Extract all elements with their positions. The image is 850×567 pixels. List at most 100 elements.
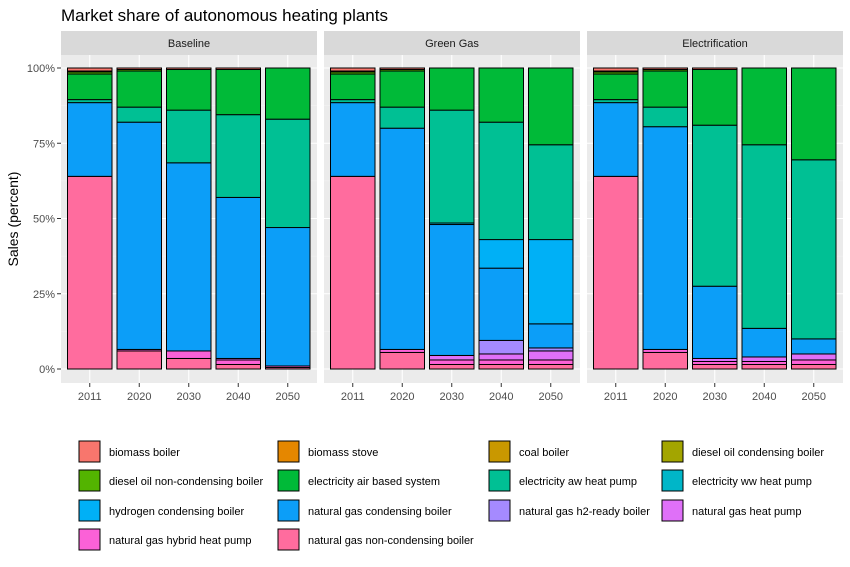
bar-segment-natural-gas-heat-pump (741, 356, 787, 362)
bar-segment-electricity-air-based-system (692, 69, 738, 126)
legend-label: hydrogen condensing boiler (109, 506, 244, 518)
bar-segment-natural-gas-non-condensing-boiler (642, 351, 688, 370)
bar-segment-electricity-aw-heat-pump (642, 106, 688, 128)
x-tick-label: 2020 (390, 391, 414, 403)
legend-label: diesel oil non-condensing boiler (109, 476, 263, 488)
bar-segment-electricity-aw-heat-pump (265, 118, 311, 229)
x-tick-label: 2030 (177, 391, 201, 403)
legend-label: natural gas non-condensing boiler (308, 535, 474, 547)
legend-swatch (277, 469, 300, 492)
bar-electrification-2020 (642, 67, 688, 370)
legend-item-electricity-aw-heat-pump: electricity aw heat pump (488, 469, 637, 492)
facet-label: Green Gas (425, 38, 479, 50)
legend-swatch (277, 528, 300, 551)
x-tick-label: 2050 (539, 391, 563, 403)
bar-segment-natural-gas-non-condensing-boiler (379, 351, 425, 370)
legend-item-natural-gas-heat-pump: natural gas heat pump (661, 499, 801, 522)
legend-swatch (488, 469, 511, 492)
bar-segment-biomass-boiler (379, 67, 425, 71)
bar-segment-natural-gas-non-condensing-boiler (215, 363, 261, 370)
bar-segment-electricity-air-based-system (478, 67, 524, 123)
y-tick-label: 25% (33, 289, 55, 301)
bar-electrification-2050 (791, 67, 837, 370)
bar-segment-natural-gas-non-condensing-boiler (791, 363, 837, 370)
bar-green-gas-2040 (478, 67, 524, 370)
bar-segment-biomass-boiler (116, 67, 162, 71)
bar-segment-natural-gas-hybrid-heat-pump (215, 359, 261, 365)
bar-segment-electricity-air-based-system (528, 67, 574, 146)
bar-segment-natural-gas-non-condensing-boiler (478, 363, 524, 370)
panel-electrification: Electrification 2011 2020 2030 2040 2050 (587, 31, 843, 403)
bar-segment-electricity-aw-heat-pump (116, 106, 162, 123)
bar-segment-natural-gas-non-condensing-boiler (67, 175, 113, 370)
legend-label: electricity air based system (308, 476, 440, 488)
bar-segment-electricity-air-based-system (265, 67, 311, 120)
bar-segment-natural-gas-hybrid-heat-pump (166, 350, 212, 359)
bar-segment-natural-gas-h2-ready-boiler (478, 339, 524, 355)
y-tick-label: 50% (33, 214, 55, 226)
legend-swatch (78, 528, 101, 551)
legend-label: natural gas h2-ready boiler (519, 506, 650, 518)
bar-segment-natural-gas-hybrid-heat-pump (478, 359, 524, 365)
bar-segment-biomass-boiler (166, 67, 212, 71)
legend-item-natural-gas-hybrid-heat-pump: natural gas hybrid heat pump (78, 528, 251, 551)
facet-strip (324, 31, 580, 55)
bar-baseline-2040 (215, 67, 261, 370)
x-tick-label: 2040 (226, 391, 250, 403)
bar-segment-natural-gas-condensing-boiler (741, 327, 787, 358)
y-axis: 0% 25% 50% 75% 100% (27, 63, 61, 376)
panel-baseline: Baseline 2011 2020 2030 2040 2050 (61, 31, 317, 403)
bar-segment-electricity-aw-heat-pump (215, 114, 261, 198)
bar-green-gas-2020 (379, 67, 425, 370)
chart-title: Market share of autonomous heating plant… (61, 6, 388, 25)
bar-segment-natural-gas-condensing-boiler (265, 227, 311, 367)
bar-segment-natural-gas-non-condensing-boiler (166, 357, 212, 370)
bar-baseline-2050 (265, 67, 311, 370)
bar-segment-electricity-aw-heat-pump (692, 124, 738, 287)
x-tick-label: 2011 (604, 391, 628, 403)
legend-item-natural-gas-non-condensing-boiler: natural gas non-condensing boiler (277, 528, 474, 551)
x-tick-label: 2011 (341, 391, 365, 403)
legend-item-natural-gas-h2-ready-boiler: natural gas h2-ready boiler (488, 499, 650, 522)
legend-label: natural gas hybrid heat pump (109, 535, 251, 547)
legend-swatch (661, 440, 684, 463)
bar-segment-natural-gas-heat-pump (528, 350, 574, 361)
y-tick-label: 100% (27, 63, 55, 75)
bar-electrification-2040 (741, 67, 787, 370)
bar-segment-natural-gas-heat-pump (791, 353, 837, 361)
bar-segment-natural-gas-non-condensing-boiler (528, 363, 574, 370)
bar-segment-hydrogen-condensing-boiler (528, 239, 574, 325)
bar-segment-biomass-boiler (593, 67, 639, 72)
legend-swatch (78, 499, 101, 522)
legend-item-coal-boiler: coal boiler (488, 440, 569, 463)
bar-segment-electricity-aw-heat-pump (741, 144, 787, 329)
y-axis-label: Sales (percent) (5, 172, 21, 267)
bar-segment-natural-gas-non-condensing-boiler (116, 350, 162, 370)
bar-baseline-2030 (166, 67, 212, 370)
legend-label: diesel oil condensing boiler (692, 447, 824, 459)
y-tick-label: 0% (39, 364, 55, 376)
legend-swatch (277, 499, 300, 522)
legend-item-electricity-air-based-system: electricity air based system (277, 469, 440, 492)
legend-item-diesel-oil-condensing-boiler: diesel oil condensing boiler (661, 440, 824, 463)
bar-segment-natural-gas-condensing-boiler (330, 102, 376, 177)
legend-item-hydrogen-condensing-boiler: hydrogen condensing boiler (78, 499, 244, 522)
bar-segment-biomass-boiler (692, 67, 738, 71)
bar-segment-natural-gas-condensing-boiler (642, 126, 688, 350)
x-tick-label: 2020 (653, 391, 677, 403)
bar-electrification-2030 (692, 67, 738, 370)
bar-segment-biomass-boiler (642, 67, 688, 71)
bar-segment-natural-gas-condensing-boiler (692, 285, 738, 359)
legend-item-diesel-oil-non-condensing-boiler: diesel oil non-condensing boiler (78, 469, 263, 492)
bar-segment-natural-gas-hybrid-heat-pump (528, 359, 574, 365)
bar-segment-electricity-aw-heat-pump (478, 121, 524, 241)
x-tick-label: 2040 (489, 391, 513, 403)
legend-swatch (277, 440, 300, 463)
bar-segment-electricity-air-based-system (741, 67, 787, 146)
legend-item-biomass-stove: biomass stove (277, 440, 378, 463)
x-tick-label: 2050 (802, 391, 826, 403)
x-tick-label: 2040 (752, 391, 776, 403)
bar-segment-biomass-boiler (215, 67, 261, 71)
bar-segment-electricity-aw-heat-pump (166, 109, 212, 164)
